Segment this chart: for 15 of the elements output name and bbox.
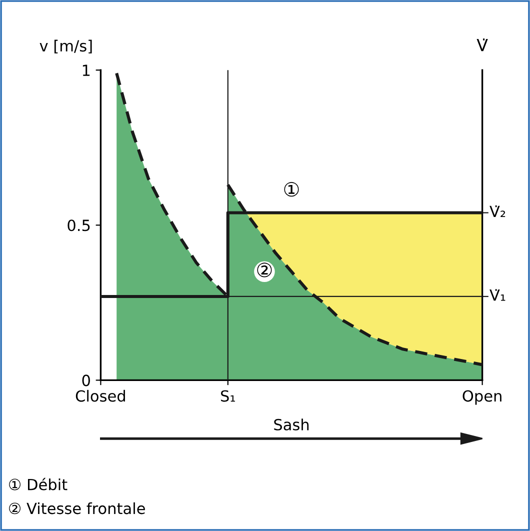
y-tick-label: 0 xyxy=(82,374,90,386)
annotation: ① xyxy=(284,182,299,197)
annotation: ② xyxy=(257,262,272,278)
x-tick-label: Open xyxy=(462,390,502,405)
y2-axis-title: V̇ xyxy=(476,38,488,52)
y-axis-title: v [m/s] xyxy=(40,40,92,54)
x-tick-label: Closed xyxy=(76,390,125,402)
y-tick-label: 1 xyxy=(82,64,90,76)
annotation: V̇₂ xyxy=(490,205,506,218)
x-axis-title: Sash xyxy=(274,418,309,430)
text: ① Débit xyxy=(9,478,68,490)
annotation: V̇₁ xyxy=(490,289,506,301)
y-tick-label: 0.5 xyxy=(68,220,90,232)
x-tick-label: S₁ xyxy=(220,390,235,402)
text: ② Vitesse frontale xyxy=(9,502,145,514)
